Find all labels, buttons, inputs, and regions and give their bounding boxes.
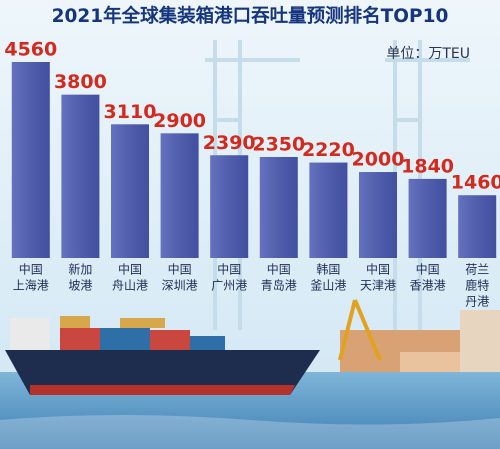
x-tick-label: 中国 [19, 262, 43, 277]
x-tick-label: 中国 [168, 262, 192, 277]
bar-shade [210, 155, 249, 258]
value-label: 3800 [54, 71, 107, 93]
bar-shade [359, 172, 397, 258]
x-tick-label: 中国 [118, 262, 142, 277]
chart-title: 2021年全球集装箱港口吞吐量预测排名TOP10 [52, 5, 449, 27]
x-tick-label: 中国 [366, 262, 390, 277]
value-label: 2350 [252, 133, 305, 155]
x-tick-label: 鹿特 [465, 278, 489, 293]
bar-shade [408, 178, 447, 258]
x-tick-label: 釜山港 [310, 278, 346, 293]
x-tick-label: 丹港 [465, 295, 489, 309]
bar-shade [309, 162, 348, 258]
value-label: 1460 [451, 172, 500, 194]
value-label: 3110 [104, 101, 157, 123]
unit-label: 单位：万TEU [386, 46, 470, 62]
x-tick-label: 中国 [217, 262, 241, 277]
x-tick-label: 上海港 [13, 278, 49, 293]
port-scene [0, 299, 500, 449]
x-tick-label: 天津港 [360, 279, 396, 293]
x-tick-label: 香港港 [410, 279, 446, 293]
bar-shade [61, 94, 100, 259]
value-label: 2900 [153, 110, 206, 132]
x-tick-label: 坡港 [68, 279, 92, 293]
value-label: 2390 [203, 132, 256, 154]
x-tick-label: 荷兰 [465, 263, 489, 277]
value-label: 2000 [352, 149, 405, 171]
bar-shade [458, 195, 497, 258]
bar-shade [11, 62, 50, 258]
x-tick-label: 中国 [267, 262, 291, 277]
x-tick-label: 深圳港 [162, 279, 198, 293]
value-label: 4560 [4, 39, 57, 61]
bar-shade [111, 124, 149, 259]
bar-shade [160, 133, 199, 258]
value-label: 2220 [302, 139, 355, 161]
x-tick-label: 韩国 [316, 262, 340, 277]
value-label: 1840 [401, 155, 454, 177]
x-tick-label: 青岛港 [261, 278, 297, 293]
x-tick-label: 新加 [68, 262, 92, 277]
x-tick-label: 广州港 [211, 279, 247, 293]
x-tick-label: 舟山港 [112, 279, 148, 293]
x-tick-label: 中国 [416, 262, 440, 277]
bar-shade [259, 156, 298, 258]
